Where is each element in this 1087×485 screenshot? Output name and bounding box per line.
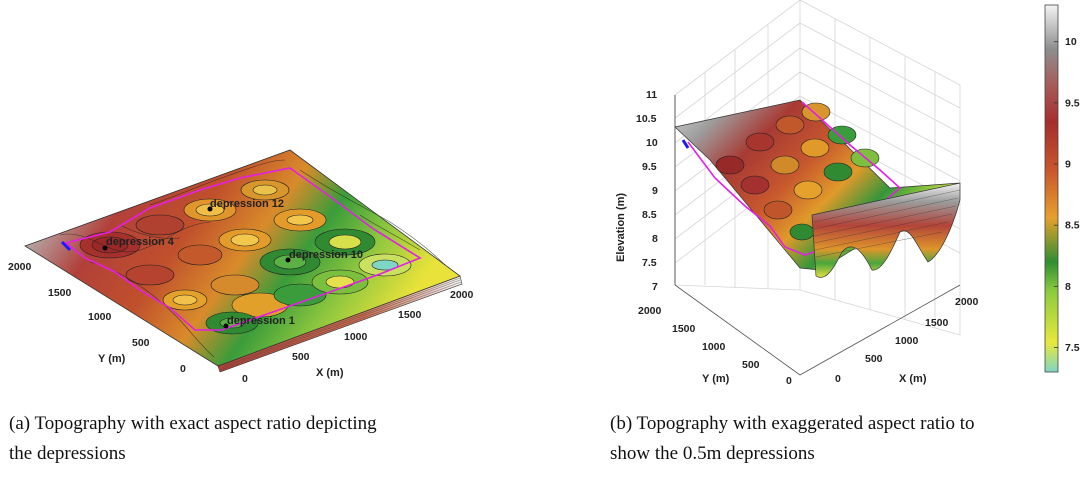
caption-a-line-1: (a) Topography with exact aspect ratio d… (9, 409, 499, 439)
colorbar-tick-label: 8 (1065, 281, 1071, 293)
y-axis-label: Y (m) (702, 373, 730, 385)
z-tick-label: 9.5 (642, 161, 657, 173)
colorbar-b: 7.5 8 8.5 9 9.5 10 (1045, 5, 1080, 372)
z-axis-label: Elevation (m) (615, 193, 627, 262)
y-tick-label: 1500 (672, 323, 696, 335)
caption-a-line-2: the depressions (9, 439, 499, 469)
annotation-depression-12: depression 12 (208, 198, 284, 212)
x-tick-label: 1500 (398, 309, 422, 321)
x-tick-label: 500 (292, 351, 310, 363)
y-tick-label: 1000 (88, 311, 112, 323)
x-tick-label: 0 (242, 373, 248, 385)
z-tick-label: 11 (646, 89, 657, 101)
svg-text:depression 1: depression 1 (227, 315, 295, 327)
z-axis-b: 7 7.5 8 8.5 9 9.5 10 10.5 11 Elevation (… (615, 89, 675, 293)
annotation-depression-10: depression 10 (286, 249, 363, 263)
z-tick-label: 7 (652, 281, 658, 293)
panel-a-topography: depression 12 depression 4 depression 10… (0, 0, 520, 480)
panel-b-topography-exaggerated: 7 7.5 8 8.5 9 9.5 10 10.5 11 Elevation (… (580, 0, 1087, 480)
x-axis-b: 0 500 1000 1500 2000 X (m) (835, 296, 979, 385)
z-tick-label: 10 (646, 137, 658, 149)
z-tick-label: 7.5 (642, 257, 657, 269)
y-tick-label: 2000 (638, 305, 662, 317)
z-tick-label: 9 (652, 185, 658, 197)
y-tick-label: 500 (742, 359, 760, 371)
y-tick-label: 1000 (702, 341, 726, 353)
y-tick-label: 1500 (48, 287, 72, 299)
x-tick-label: 1000 (895, 335, 919, 347)
y-tick-label: 500 (132, 337, 150, 349)
x-tick-label: 2000 (955, 296, 979, 308)
y-tick-label: 0 (786, 375, 792, 387)
caption-b-line-1: (b) Topography with exaggerated aspect r… (610, 409, 1080, 439)
svg-text:depression 10: depression 10 (289, 249, 363, 261)
x-tick-label: 0 (835, 373, 841, 385)
surface-plot-b: 7 7.5 8 8.5 9 9.5 10 10.5 11 Elevation (… (580, 0, 1087, 480)
surface-plot-a: depression 12 depression 4 depression 10… (0, 0, 520, 480)
z-tick-label: 8 (652, 233, 658, 245)
colorbar-tick-label: 10 (1065, 36, 1077, 48)
x-tick-label: 1500 (925, 317, 949, 329)
annotation-depression-1: depression 1 (224, 315, 295, 329)
y-axis-b: 2000 1500 1000 500 0 Y (m) (638, 305, 792, 387)
caption-b-line-2: show the 0.5m depressions (610, 439, 1080, 469)
x-axis-label: X (m) (316, 367, 344, 379)
z-tick-label: 10.5 (636, 113, 657, 125)
caption-a: (a) Topography with exact aspect ratio d… (9, 409, 499, 469)
colorbar-tick-label: 8.5 (1065, 220, 1080, 232)
x-axis-label: X (m) (899, 373, 927, 385)
y-tick-label: 0 (180, 363, 186, 375)
svg-text:depression 12: depression 12 (210, 198, 284, 210)
x-tick-label: 500 (865, 353, 883, 365)
y-axis-label: Y (m) (98, 353, 126, 365)
colorbar-tick-label: 9.5 (1065, 97, 1080, 109)
colorbar-tick-label: 9 (1065, 159, 1071, 171)
x-tick-label: 2000 (450, 289, 474, 301)
y-tick-label: 2000 (8, 261, 32, 273)
x-tick-label: 1000 (344, 331, 368, 343)
svg-text:depression 4: depression 4 (106, 236, 175, 248)
colorbar-tick-label: 7.5 (1065, 342, 1080, 354)
caption-b: (b) Topography with exaggerated aspect r… (610, 409, 1080, 469)
z-tick-label: 8.5 (642, 209, 657, 221)
colorbar-gradient (1045, 5, 1058, 372)
outlet-marker-b (683, 140, 688, 148)
